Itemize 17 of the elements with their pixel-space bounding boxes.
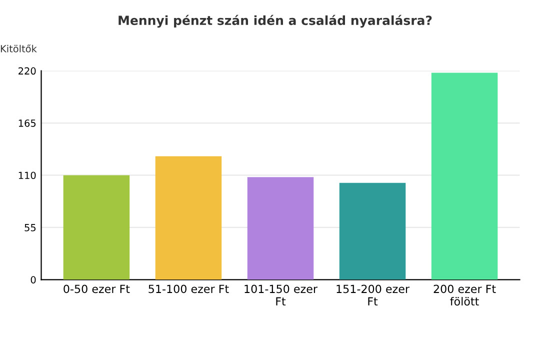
y-tick-label: 110 xyxy=(18,172,36,180)
x-tick-label: 101-150 ezer Ft xyxy=(244,284,318,306)
y-tick-label: 55 xyxy=(24,224,36,232)
y-tick-label: 165 xyxy=(18,119,36,127)
y-axis-title: Kitöltők xyxy=(0,44,37,52)
x-tick-label: 200 ezer Ft fölött xyxy=(434,284,496,306)
bar xyxy=(339,182,406,280)
chart-title: Mennyi pénzt szán idén a család nyaralásra? xyxy=(118,14,432,28)
bar xyxy=(247,177,314,280)
bar xyxy=(155,156,222,280)
y-tick-label: 0 xyxy=(30,276,36,284)
x-tick-label: 0-50 ezer Ft xyxy=(64,284,130,294)
bar xyxy=(431,72,498,280)
y-tick-label: 220 xyxy=(18,67,36,75)
x-tick-label: 151-200 ezer Ft xyxy=(336,284,410,306)
x-tick-label: 51-100 ezer Ft xyxy=(148,284,229,294)
bar xyxy=(63,175,130,280)
